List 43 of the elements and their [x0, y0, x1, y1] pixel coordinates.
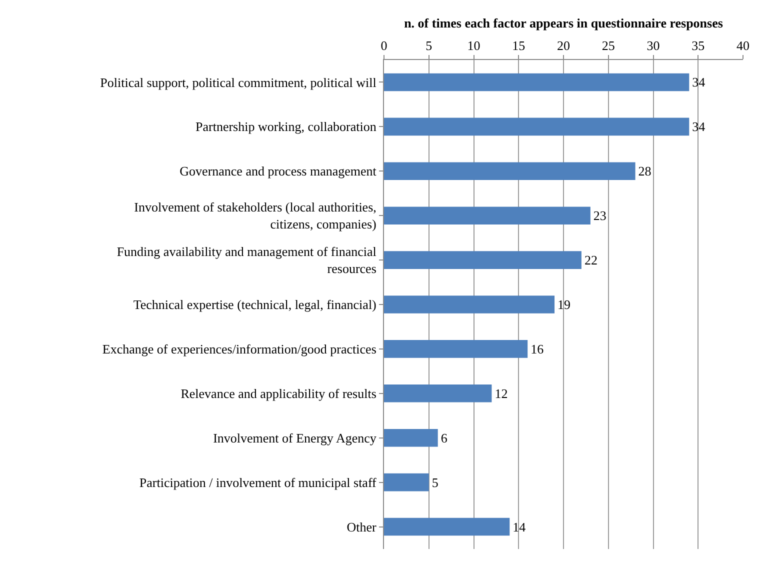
y-tick-label: Participation / involvement of municipal staff: [139, 474, 378, 490]
x-tick-label: 0: [380, 38, 388, 53]
data-label: 23: [593, 208, 606, 224]
x-tick-label: 15: [512, 38, 526, 53]
x-axis-title: n. of times each factor appears in questionnaire responses: [404, 16, 723, 31]
y-tick-label: Governance and process management: [180, 164, 377, 179]
x-tick-label: 20: [557, 38, 570, 53]
bar: [384, 340, 528, 358]
bar: [384, 206, 590, 224]
data-label: 34: [692, 74, 706, 90]
bar: [384, 118, 690, 136]
x-tick-label: 40: [736, 38, 750, 53]
x-tick-label: 30: [646, 38, 660, 53]
bar: [384, 428, 438, 447]
y-tick-label: Other: [346, 519, 378, 534]
data-label: 22: [584, 252, 598, 268]
bar: [384, 518, 510, 536]
data-label: 16: [530, 341, 544, 356]
bar: [384, 251, 582, 269]
data-label: 28: [638, 164, 652, 179]
x-tick-label: 35: [692, 38, 705, 53]
bar: [384, 384, 492, 402]
x-tick-label: 25: [602, 38, 615, 53]
y-tick-label: Involvement of Energy Agency: [213, 430, 377, 446]
y-tick-label: Relevance and applicability of results: [180, 386, 376, 401]
data-label: 14: [512, 519, 526, 534]
y-tick-label: Exchange of experiences/information/good practices: [102, 342, 376, 356]
x-tick-label: 10: [467, 38, 480, 53]
x-tick-label: 5: [426, 38, 432, 53]
data-label: 34: [692, 119, 706, 134]
bar: [384, 73, 690, 92]
bar: [384, 162, 636, 180]
data-label: 19: [558, 297, 571, 312]
y-tick-label: Partnership working, collaboration: [196, 119, 377, 134]
data-label: 12: [494, 386, 508, 401]
y-tick-label: Political support, political commitment, political will: [100, 74, 377, 90]
data-label: 5: [432, 474, 438, 490]
bar: [384, 473, 429, 492]
y-tick-label: Involvement of stakeholders (local authorities, citizens, companies): [134, 200, 376, 232]
data-label: 6: [440, 430, 448, 446]
y-tick-label: Technical expertise (technical, legal, financial): [133, 297, 376, 312]
bar: [384, 296, 555, 314]
y-tick-label: Funding availability and management of financial resources: [116, 244, 377, 276]
